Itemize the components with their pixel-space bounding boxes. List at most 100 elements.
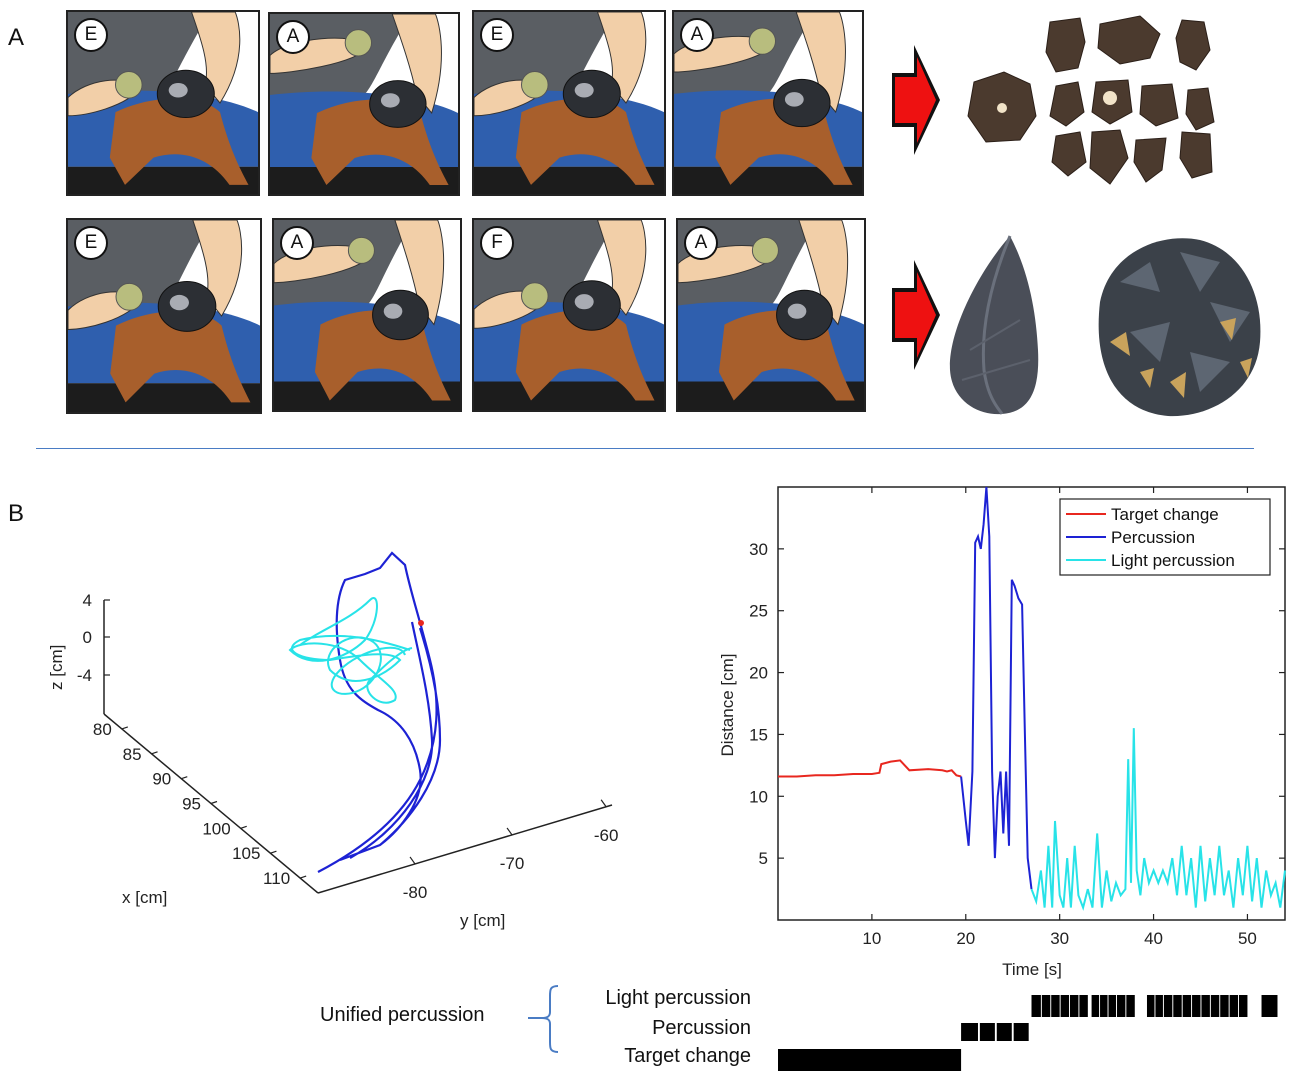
illustration-frame: A: [672, 10, 864, 196]
series-line-1: [960, 486, 1033, 890]
bar-segment: [1100, 995, 1108, 1017]
condition-badge: A: [684, 226, 718, 260]
condition-badge: A: [280, 226, 314, 260]
x-tick: [181, 776, 188, 780]
bar-segment: [1091, 995, 1100, 1017]
series-line-0: [778, 759, 962, 778]
bar-segment: [1031, 995, 1041, 1017]
y-axis-label: y [cm]: [460, 911, 505, 930]
illustration-frame: A: [676, 218, 866, 412]
illustration-frame: E: [472, 10, 666, 196]
condition-badge: E: [480, 18, 514, 52]
x-tick-label: 105: [232, 844, 260, 863]
y-tick-label: -70: [500, 854, 525, 873]
bar-group-label: Unified percussion: [320, 1004, 485, 1026]
y-tick: [409, 856, 416, 865]
y-tick-label: 15: [749, 725, 768, 744]
bar-segment: [1210, 995, 1220, 1017]
z-tick-label: 0: [83, 628, 92, 647]
x-tick: [299, 875, 307, 879]
legend-box: [1059, 498, 1271, 576]
legend-entry: Target change: [1111, 505, 1219, 524]
bar-segment: [1155, 995, 1163, 1017]
handaxe-image: [949, 235, 1039, 415]
y-tick-label: -80: [403, 883, 428, 902]
x-tick-label: 85: [123, 745, 142, 764]
y-tick-label: -60: [594, 826, 619, 845]
y-axis-line: [317, 804, 613, 894]
bar-segment: [1201, 995, 1210, 1017]
y-tick: [600, 799, 607, 808]
bar-segment: [1146, 995, 1155, 1017]
x-tick-label: 110: [263, 869, 290, 888]
bar-segment: [1261, 995, 1278, 1017]
panel-label-b: B: [8, 500, 25, 527]
trajectory-light-percussion-path: [288, 597, 413, 704]
z-axis-label: z [cm]: [47, 645, 66, 690]
x-tick-label: 90: [152, 770, 171, 789]
legend-entry: Light percussion: [1111, 551, 1235, 570]
x-tick-label: 50: [1238, 929, 1257, 948]
flint-flakes-image: [967, 15, 1215, 185]
z-tick-label: 4: [83, 591, 92, 610]
x-tick-label: 40: [1144, 929, 1163, 948]
bar-segment: [1238, 995, 1248, 1017]
condition-badge: A: [276, 20, 310, 54]
bar-segment: [996, 1023, 1012, 1041]
bar-segment: [778, 1049, 962, 1071]
bar-segment: [1079, 995, 1088, 1017]
x-tick-label: 20: [956, 929, 975, 948]
bar-segment: [1013, 1023, 1029, 1041]
x-axis-label: x [cm]: [122, 888, 167, 907]
bar-segment: [979, 1023, 995, 1041]
x-tick-label: 80: [93, 720, 112, 739]
bar-segment: [1069, 995, 1079, 1017]
illustration-frame: A: [272, 218, 462, 412]
legend-entry: Percussion: [1111, 528, 1195, 547]
x-axis-label: Time [s]: [1002, 960, 1062, 979]
bar-segment: [1116, 995, 1126, 1017]
plot-area-frame: [777, 486, 1286, 921]
red-arrow-icon: [892, 45, 940, 155]
condition-badge: A: [680, 18, 714, 52]
trajectory-start-marker: [418, 620, 424, 626]
bar-label-light-percussion: Light percussion: [605, 987, 751, 1009]
bar-segment: [1041, 995, 1051, 1017]
y-tick-label: 10: [749, 787, 768, 806]
panel-separator: [36, 448, 1254, 449]
y-tick-label: 5: [759, 849, 768, 868]
condition-badge: E: [74, 226, 108, 260]
illustration-frame: A: [268, 12, 460, 196]
red-arrow-icon: [892, 260, 940, 370]
x-tick-label: 100: [202, 819, 230, 838]
x-tick: [270, 850, 277, 854]
bar-segment: [1108, 995, 1116, 1017]
x-tick-label: 30: [1050, 929, 1069, 948]
illustration-frame: E: [66, 10, 260, 196]
bar-segment: [1182, 995, 1192, 1017]
x-tick: [210, 800, 218, 805]
y-tick-label: 25: [749, 602, 768, 621]
legend: Target change Percussion Light percussion: [1059, 498, 1271, 576]
condition-badge: F: [480, 226, 514, 260]
bar-segment: [1173, 995, 1182, 1017]
series-line-2: [1030, 728, 1286, 911]
bar-label-target-change: Target change: [624, 1045, 751, 1067]
illustration-frame: F: [472, 218, 666, 412]
x-tick: [151, 751, 158, 755]
bar-segment: [1060, 995, 1070, 1017]
bar-segment: [1192, 995, 1201, 1017]
bar-label-percussion: Percussion: [652, 1017, 751, 1039]
y-tick: [506, 827, 513, 836]
illustration-frame: E: [66, 218, 262, 414]
bar-segment: [961, 1023, 978, 1041]
bracket-icon: [528, 985, 559, 1053]
condition-badge: E: [74, 18, 108, 52]
panel-label-a: A: [8, 24, 25, 51]
y-tick-label: 30: [749, 540, 768, 559]
bar-segment: [1051, 995, 1060, 1017]
bar-segment: [1163, 995, 1173, 1017]
y-axis-label: Distance [cm]: [718, 654, 737, 757]
bar-segment: [1126, 995, 1135, 1017]
